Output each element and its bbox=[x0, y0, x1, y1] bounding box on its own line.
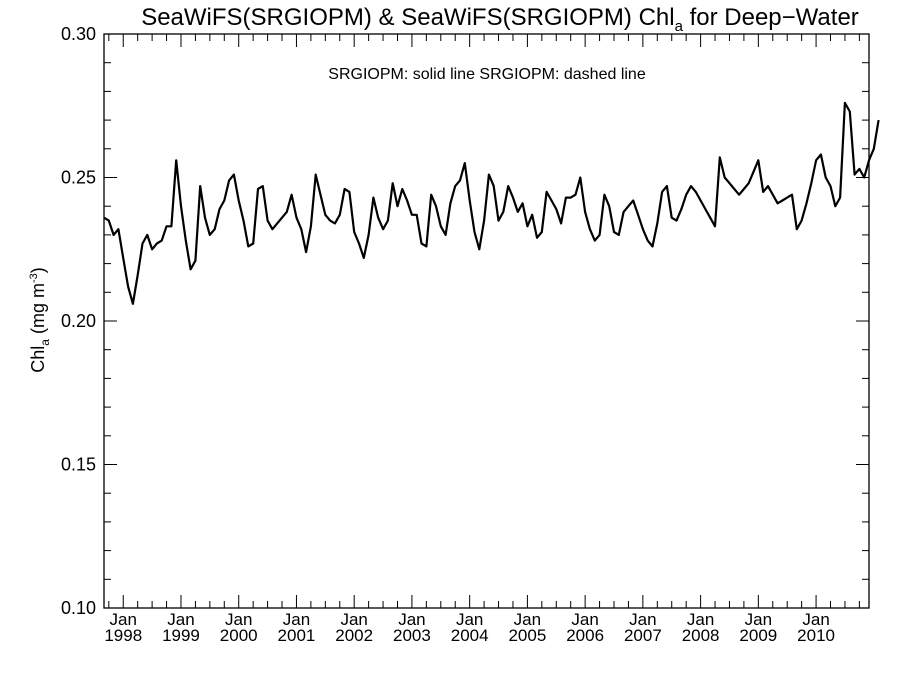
y-tick-labels: 0.10 0.15 0.20 0.25 0.30 bbox=[61, 24, 96, 618]
x-tick-label-year: 2009 bbox=[739, 626, 777, 645]
y-axis-label: Chla (mg m-3) bbox=[28, 267, 52, 372]
y-tick-label: 0.10 bbox=[61, 598, 96, 618]
x-tick-label-year: 1998 bbox=[104, 626, 142, 645]
chart-title: SeaWiFS(SRGIOPM) & SeaWiFS(SRGIOPM) Chla… bbox=[141, 4, 859, 35]
legend-text: SRGIOPM: solid line SRGIOPM: dashed line bbox=[328, 66, 646, 83]
plot-frame bbox=[103, 33, 870, 609]
x-tick-label-year: 2000 bbox=[220, 626, 258, 645]
x-tick-label-month: Jan bbox=[225, 610, 252, 629]
x-tick-label-year: 2007 bbox=[624, 626, 662, 645]
x-tick-label-month: Jan bbox=[456, 610, 483, 629]
x-tick-label-year: 1999 bbox=[162, 626, 200, 645]
y-tick-label: 0.25 bbox=[61, 168, 96, 188]
x-tick-label-month: Jan bbox=[571, 610, 598, 629]
x-tick-label-month: Jan bbox=[398, 610, 425, 629]
x-tick-label-year: 2006 bbox=[566, 626, 604, 645]
series-line-solid bbox=[103, 101, 880, 305]
x-tick-label-month: Jan bbox=[340, 610, 367, 629]
y-tick-label: 0.20 bbox=[61, 311, 96, 331]
x-tick-label-month: Jan bbox=[167, 610, 194, 629]
axis-ticks bbox=[104, 33, 869, 609]
x-tick-label-year: 2003 bbox=[393, 626, 431, 645]
x-tick-label-year: 2005 bbox=[508, 626, 546, 645]
x-tick-label-year: 2001 bbox=[278, 626, 316, 645]
y-tick-label: 0.15 bbox=[61, 455, 96, 475]
x-tick-label-month: Jan bbox=[514, 610, 541, 629]
x-tick-label-month: Jan bbox=[110, 610, 137, 629]
y-tick-label: 0.30 bbox=[61, 24, 96, 44]
x-tick-label-year: 2004 bbox=[451, 626, 489, 645]
series-layer bbox=[103, 101, 880, 305]
x-tick-label-month: Jan bbox=[283, 610, 310, 629]
x-tick-label-year: 2008 bbox=[682, 626, 720, 645]
x-tick-label-month: Jan bbox=[802, 610, 829, 629]
x-tick-label-year: 2002 bbox=[335, 626, 373, 645]
x-tick-label-month: Jan bbox=[629, 610, 656, 629]
x-tick-label-month: Jan bbox=[745, 610, 772, 629]
x-tick-label-year: 2010 bbox=[797, 626, 835, 645]
x-tick-label-month: Jan bbox=[687, 610, 714, 629]
x-tick-labels: Jan1998Jan1999Jan2000Jan2001Jan2002Jan20… bbox=[104, 610, 835, 645]
